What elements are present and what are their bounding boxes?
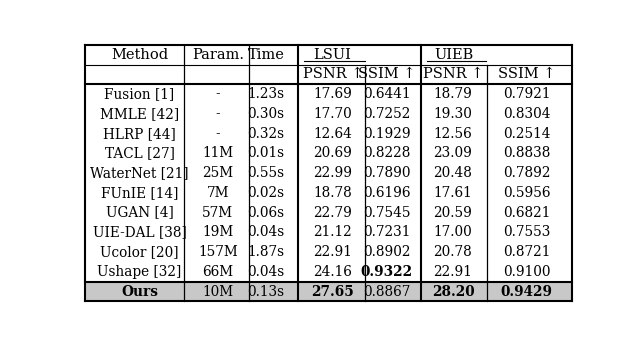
Text: 19M: 19M: [202, 225, 234, 239]
Text: 0.06s: 0.06s: [248, 206, 285, 220]
Text: PSNR ↑: PSNR ↑: [423, 68, 483, 81]
Text: 20.69: 20.69: [314, 146, 353, 160]
Text: 0.9429: 0.9429: [500, 284, 552, 298]
Text: 0.7890: 0.7890: [363, 166, 410, 180]
Text: 23.09: 23.09: [433, 146, 472, 160]
Text: MMLE [42]: MMLE [42]: [100, 107, 179, 121]
Text: Ucolor [20]: Ucolor [20]: [100, 245, 179, 259]
Text: Method: Method: [111, 48, 168, 62]
Text: 22.99: 22.99: [314, 166, 353, 180]
Text: 0.8838: 0.8838: [502, 146, 550, 160]
Text: 157M: 157M: [198, 245, 238, 259]
Text: 20.48: 20.48: [433, 166, 472, 180]
Text: Time: Time: [248, 48, 284, 62]
Text: 0.7252: 0.7252: [363, 107, 410, 121]
Text: 0.9322: 0.9322: [360, 265, 413, 279]
Text: 22.91: 22.91: [314, 245, 353, 259]
Text: WaterNet [21]: WaterNet [21]: [90, 166, 189, 180]
Text: 10M: 10M: [202, 284, 234, 298]
Text: 21.12: 21.12: [314, 225, 353, 239]
Text: 28.20: 28.20: [431, 284, 474, 298]
Text: 0.8228: 0.8228: [363, 146, 410, 160]
Text: 0.8902: 0.8902: [363, 245, 410, 259]
Text: 0.2514: 0.2514: [502, 127, 550, 140]
Text: 0.30s: 0.30s: [248, 107, 285, 121]
Text: HLRP [44]: HLRP [44]: [103, 127, 176, 140]
Text: 0.7553: 0.7553: [502, 225, 550, 239]
Text: 0.6821: 0.6821: [502, 206, 550, 220]
Text: SSIM ↑: SSIM ↑: [498, 68, 555, 81]
Text: Fusion [1]: Fusion [1]: [104, 87, 175, 101]
Text: 17.70: 17.70: [314, 107, 353, 121]
Text: 0.13s: 0.13s: [248, 284, 285, 298]
Text: 25M: 25M: [202, 166, 234, 180]
Text: FUnIE [14]: FUnIE [14]: [101, 186, 178, 200]
Bar: [85, 282, 572, 301]
Text: 0.9100: 0.9100: [502, 265, 550, 279]
Text: SSIM ↑: SSIM ↑: [358, 68, 415, 81]
Text: -: -: [216, 107, 220, 121]
Text: 17.69: 17.69: [314, 87, 353, 101]
Text: TACL [27]: TACL [27]: [104, 146, 175, 160]
Text: 0.8721: 0.8721: [502, 245, 550, 259]
Text: -: -: [216, 127, 220, 140]
Text: PSNR ↑: PSNR ↑: [303, 68, 364, 81]
Text: 17.61: 17.61: [434, 186, 472, 200]
Text: 27.65: 27.65: [312, 284, 355, 298]
Text: 1.87s: 1.87s: [248, 245, 285, 259]
Text: 11M: 11M: [202, 146, 234, 160]
Text: Ushape [32]: Ushape [32]: [97, 265, 182, 279]
Text: 20.59: 20.59: [433, 206, 472, 220]
Text: 22.79: 22.79: [314, 206, 353, 220]
Text: Ours: Ours: [121, 284, 158, 298]
Text: UIE-DAL [38]: UIE-DAL [38]: [93, 225, 186, 239]
Text: 12.64: 12.64: [314, 127, 353, 140]
Text: -: -: [216, 87, 220, 101]
Text: 17.00: 17.00: [434, 225, 472, 239]
Text: 0.55s: 0.55s: [248, 166, 285, 180]
Text: 0.6196: 0.6196: [363, 186, 410, 200]
Text: 0.5956: 0.5956: [502, 186, 550, 200]
Text: 18.79: 18.79: [433, 87, 472, 101]
Text: 0.7545: 0.7545: [363, 206, 410, 220]
Text: 0.7921: 0.7921: [502, 87, 550, 101]
Text: 0.6441: 0.6441: [363, 87, 410, 101]
Text: 22.91: 22.91: [433, 265, 472, 279]
Text: 7M: 7M: [207, 186, 229, 200]
Text: LSUI: LSUI: [313, 48, 351, 62]
Text: 1.23s: 1.23s: [248, 87, 285, 101]
Text: 19.30: 19.30: [433, 107, 472, 121]
Text: 0.7231: 0.7231: [363, 225, 410, 239]
Text: UIEB: UIEB: [435, 48, 474, 62]
Text: 0.04s: 0.04s: [248, 265, 285, 279]
Text: 0.02s: 0.02s: [248, 186, 285, 200]
Text: 66M: 66M: [202, 265, 234, 279]
Text: 0.8867: 0.8867: [363, 284, 410, 298]
Text: 0.8304: 0.8304: [502, 107, 550, 121]
Text: 20.78: 20.78: [434, 245, 472, 259]
Text: Param.: Param.: [192, 48, 244, 62]
Text: 0.32s: 0.32s: [248, 127, 285, 140]
Text: 18.78: 18.78: [314, 186, 353, 200]
Text: 12.56: 12.56: [434, 127, 472, 140]
Text: 57M: 57M: [202, 206, 234, 220]
Text: 0.1929: 0.1929: [363, 127, 410, 140]
Text: 0.04s: 0.04s: [248, 225, 285, 239]
Text: 0.01s: 0.01s: [248, 146, 285, 160]
Text: 24.16: 24.16: [314, 265, 353, 279]
Text: UGAN [4]: UGAN [4]: [106, 206, 173, 220]
Text: 0.7892: 0.7892: [502, 166, 550, 180]
